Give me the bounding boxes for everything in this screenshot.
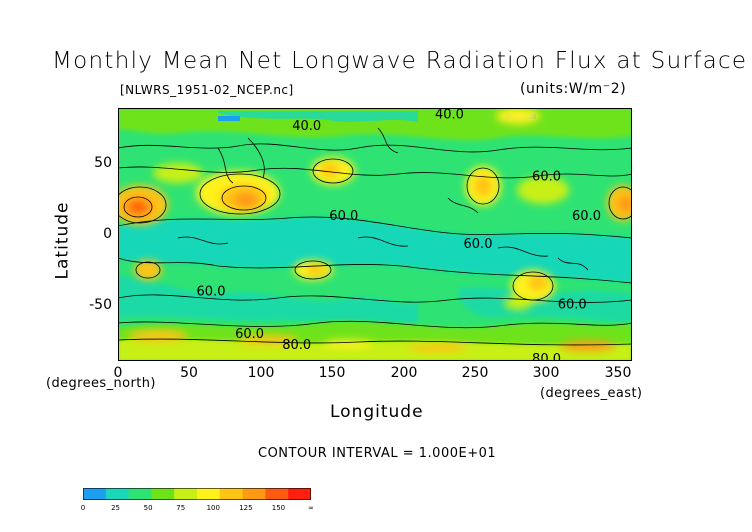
- x-tick-label: 50: [180, 365, 198, 381]
- tropical-band: [118, 216, 632, 283]
- contour-label: 60.0: [329, 209, 358, 224]
- colorbar-swatch: [242, 488, 266, 500]
- chart-title: Monthly Mean Net Longwave Radiation Flux…: [52, 48, 748, 74]
- x-unit-label: (degrees_east): [540, 386, 643, 401]
- colorbar-tick-label: 100: [206, 504, 220, 512]
- south-patch-east: [458, 286, 632, 323]
- contour-label: 80.0: [532, 352, 561, 361]
- colorbar-swatch: [288, 488, 311, 500]
- contour-label: 40.0: [435, 108, 464, 123]
- y-tick-label: 50: [94, 155, 112, 171]
- contour-lines: [118, 127, 632, 346]
- plot-frame: [118, 108, 632, 361]
- colorbar-tick-label: 125: [239, 504, 253, 512]
- contour-label: 40.0: [292, 119, 321, 134]
- x-tick-label: 300: [532, 365, 560, 381]
- contour-label: 60.0: [235, 327, 264, 342]
- antarctic-yellow: [118, 339, 632, 361]
- colorbar-tick-label: 25: [111, 504, 121, 512]
- x-tick-label: 350: [604, 365, 632, 381]
- heatmap-svg: 40.0 40.0 60.0 60.0 60.0 60.0 60.0 60.0 60.0 80.0…: [118, 108, 632, 367]
- x-tick-label: 0: [113, 365, 123, 381]
- y-axis-label: Latitude: [52, 201, 73, 280]
- colorbar-tick-label: 0: [80, 504, 86, 512]
- x-tick-label: 150: [318, 365, 346, 381]
- x-tick-label: 200: [390, 365, 418, 381]
- colorbar-swatch: [151, 488, 175, 500]
- x-axis-label: Longitude: [330, 402, 424, 422]
- colorbar: [83, 488, 311, 500]
- y-unit-label: (degrees_north): [46, 376, 156, 391]
- colorbar-tick-label: 75: [176, 504, 186, 512]
- y-tick-label: -50: [89, 297, 112, 313]
- hot-spots: [118, 108, 632, 352]
- colorbar-tick-label: 50: [143, 504, 153, 512]
- colorbar-swatch: [174, 488, 198, 500]
- contour-label: 60.0: [464, 237, 493, 252]
- y-tick-label: 0: [103, 226, 112, 242]
- contour-label: 60.0: [532, 169, 561, 184]
- colorbar-swatch: [83, 488, 107, 500]
- contour-label: 60.0: [572, 209, 601, 224]
- contour-label: 60.0: [197, 285, 226, 300]
- contour-label: 80.0: [282, 338, 311, 353]
- colorbar-swatch: [128, 488, 152, 500]
- colorbar-swatch: [197, 488, 221, 500]
- colorbar-swatch: [105, 488, 130, 500]
- arctic-blue-a: [218, 116, 240, 121]
- contour-label: 60.0: [558, 297, 587, 312]
- colorbar-tick-label: 150: [271, 504, 286, 512]
- plot-area: 40.0 40.0 60.0 60.0 60.0 60.0 60.0 60.0 60.0 80.0…: [118, 108, 632, 367]
- x-tick-label: 250: [461, 365, 489, 381]
- contour-interval-text: CONTOUR INTERVAL = 1.000E+01: [258, 446, 497, 461]
- colorbar-swatch: [265, 488, 289, 500]
- arctic-cyan: [218, 111, 418, 122]
- colorbar-swatch: [219, 488, 244, 500]
- chart-subtitle: [NLWRS_1951-02_NCEP.nc]: [120, 83, 294, 97]
- units-label: (units:W/m⁻2): [520, 81, 627, 97]
- colorbar-tick-label: ∞: [308, 504, 314, 512]
- colorbar-frame: [83, 488, 311, 500]
- south-patch: [118, 276, 418, 325]
- x-tick-label: 100: [247, 365, 275, 381]
